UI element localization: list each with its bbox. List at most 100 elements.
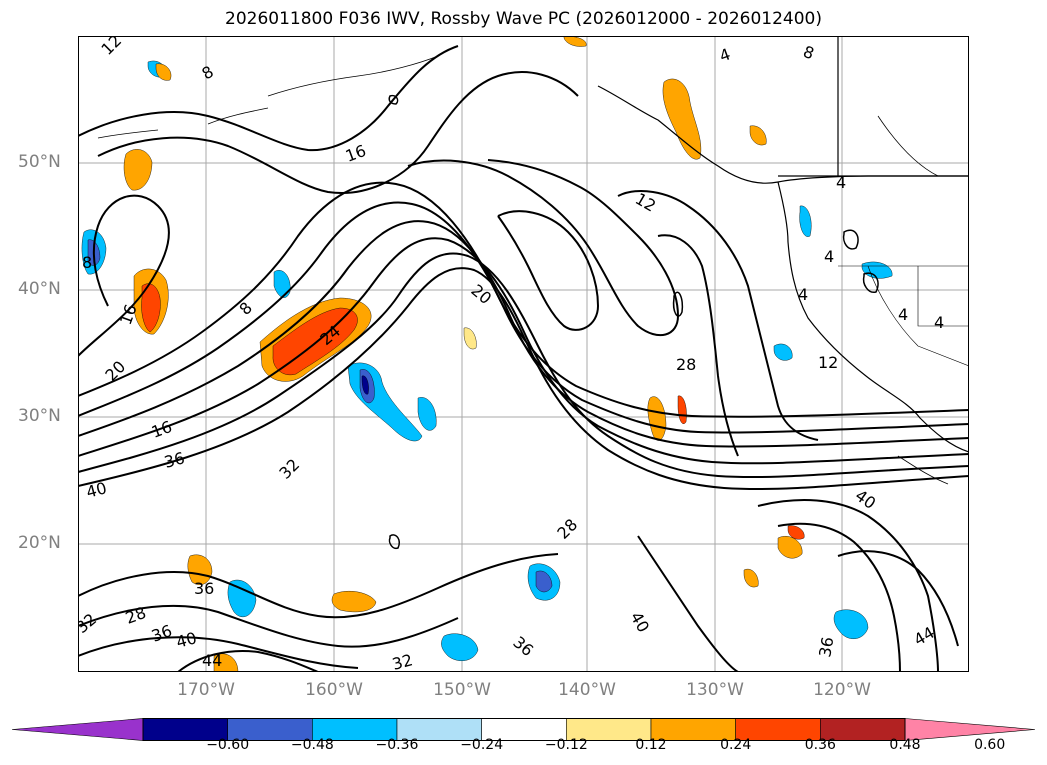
colorbar-tick-label: −0.60 <box>206 737 250 753</box>
shade-positive-small-1 <box>749 125 767 146</box>
shade-negative-small-1 <box>273 270 291 298</box>
shade-positive-top <box>563 36 587 47</box>
contour-label: 36 <box>194 579 214 598</box>
contour-44-bottom <box>177 650 319 672</box>
shade-positive-se-core <box>787 525 805 540</box>
coast-inlet <box>877 115 939 177</box>
contour-label: 16 <box>149 417 175 442</box>
contour-label: 36 <box>815 635 837 658</box>
contour-12-east <box>617 190 819 441</box>
contour-20 <box>78 181 969 418</box>
contour-28 <box>78 220 969 448</box>
lon-label-130w: 130°W <box>686 680 744 700</box>
contour-label: 12 <box>818 353 838 372</box>
lon-label-170w: 170°W <box>177 680 235 700</box>
lat-label-40n: 40°N <box>18 279 61 299</box>
coast-baja <box>897 455 949 485</box>
coast-alaska-canada <box>597 85 969 184</box>
lat-label-20n: 20°N <box>18 533 61 553</box>
contour-label: 36 <box>509 633 537 661</box>
colorbar-extend-max <box>904 718 1036 741</box>
contour-label: 40 <box>84 478 109 502</box>
lon-label-140w: 140°W <box>558 680 616 700</box>
contour-44-se <box>757 499 939 672</box>
shade-positive-alaska <box>662 78 702 160</box>
lon-label-160w: 160°W <box>305 680 363 700</box>
contour-12-north <box>78 45 459 152</box>
contour-label: 20 <box>467 281 495 309</box>
contour-label: 8 <box>199 62 217 84</box>
lon-label-150w: 150°W <box>433 680 491 700</box>
colorbar-tick-label: −0.12 <box>544 737 588 753</box>
fragment-3 <box>862 272 879 293</box>
lon-label-120w: 120°W <box>813 680 871 700</box>
shade-positive-south-central <box>331 591 377 613</box>
shade-positive-west-core <box>141 283 161 333</box>
contour-20-loop <box>407 159 680 336</box>
shade-positive-small-2 <box>155 63 172 81</box>
coast-us-west <box>777 181 969 453</box>
anomaly-shading <box>81 36 893 672</box>
contour-label: 28 <box>676 355 696 374</box>
contour-16-west <box>78 194 170 357</box>
contour-32-south <box>78 604 459 648</box>
shade-positive-east-core <box>677 395 687 424</box>
contour-32 <box>78 237 969 465</box>
shade-positive-sw <box>187 554 213 585</box>
colorbar-tick-label: −0.48 <box>290 737 334 753</box>
contour-label: 32 <box>275 455 303 483</box>
contour-fragments <box>388 94 879 550</box>
colorbar-tick-label: −0.24 <box>460 737 504 753</box>
map-canvas: 12 8 16 12 4 8 16 4 4 4 4 4 8 20 20 8 24… <box>78 36 969 672</box>
contour-label: 36 <box>162 448 187 472</box>
contour-36-south <box>78 553 559 619</box>
colorbar <box>11 718 1036 741</box>
shade-positive-se <box>777 536 803 559</box>
fragment-2 <box>842 229 859 250</box>
contour-label: 32 <box>390 650 415 672</box>
contour-label: 4 <box>898 305 908 324</box>
contour-label: 44 <box>202 651 222 670</box>
fragment-5 <box>388 94 399 105</box>
contour-label: 36 <box>149 621 175 646</box>
colorbar-tick-label: −0.36 <box>375 737 419 753</box>
shade-positive-small-3 <box>743 568 759 588</box>
contour-24-loop <box>497 210 600 331</box>
shade-positive-weak-1 <box>463 327 477 350</box>
shade-negative-small-3 <box>773 343 793 361</box>
iwv-contours <box>78 45 969 672</box>
contour-label: 12 <box>97 36 125 59</box>
shade-negative-se <box>833 609 869 639</box>
contour-24 <box>78 201 969 434</box>
contour-36 <box>78 252 969 479</box>
contour-label: 32 <box>78 609 100 637</box>
map-plot-area[interactable]: 12 8 16 12 4 8 16 4 4 4 4 4 8 20 20 8 24… <box>78 36 969 672</box>
map-title: 2026011800 F036 IWV, Rossby Wave PC (202… <box>225 9 822 29</box>
colorbar-extend-min <box>11 718 144 741</box>
lat-label-30n: 30°N <box>18 406 61 426</box>
colorbar-tick-label: 0.24 <box>720 737 752 753</box>
colorbar-outline <box>142 718 906 741</box>
contour-label: 4 <box>798 285 808 304</box>
contour-label: 4 <box>836 173 846 192</box>
contour-28-east <box>657 234 739 457</box>
colorbar-tick-label: 0.12 <box>635 737 667 753</box>
contour-16-north <box>97 71 579 194</box>
coast-aleutian-1 <box>267 55 439 97</box>
shade-negative-small-5 <box>799 205 812 237</box>
contour-label: 4 <box>824 247 834 266</box>
coastlines <box>97 36 969 485</box>
shade-positive-east <box>647 396 667 441</box>
fragment-1 <box>672 291 684 317</box>
contour-28-south <box>78 636 359 669</box>
colorbar-tick-label: 0.48 <box>889 737 921 753</box>
lat-label-50n: 50°N <box>18 152 61 172</box>
contour-40 <box>78 267 969 491</box>
coast-aleutian-3 <box>97 129 159 139</box>
shade-negative-small-2 <box>417 397 437 431</box>
shade-positive-nw <box>123 149 153 191</box>
shade-negative-south-core <box>535 570 553 593</box>
contour-40-se-2 <box>837 550 959 647</box>
contour-label: 28 <box>553 515 581 543</box>
contour-label: 8 <box>82 253 92 272</box>
